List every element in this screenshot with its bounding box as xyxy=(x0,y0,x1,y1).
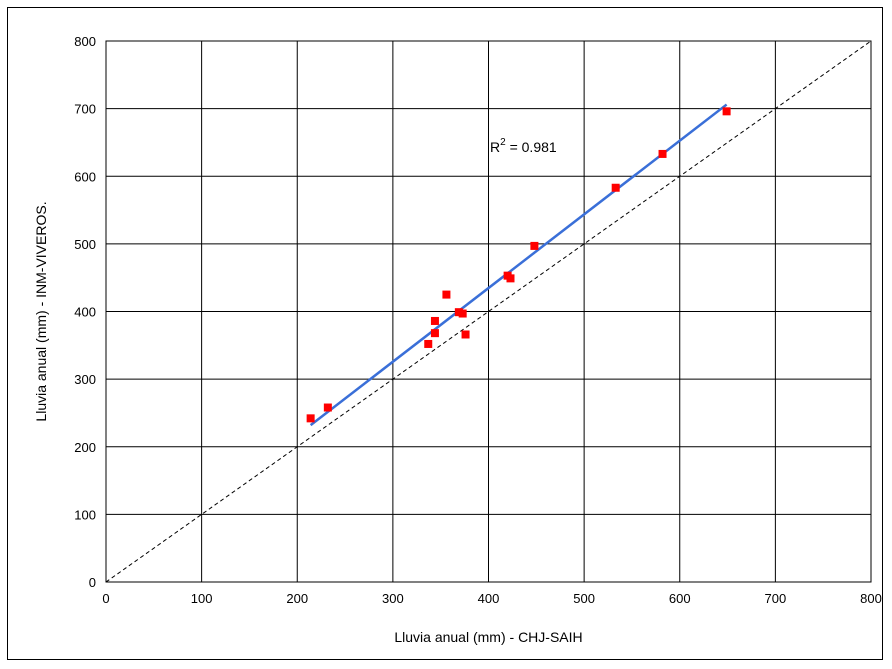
y-tick-label: 700 xyxy=(74,102,96,117)
x-tick-label: 0 xyxy=(102,591,109,606)
data-point xyxy=(458,309,467,318)
data-point xyxy=(306,414,315,423)
x-tick-label: 500 xyxy=(573,591,595,606)
data-point xyxy=(442,290,451,299)
y-tick-label: 600 xyxy=(74,169,96,184)
data-point xyxy=(611,183,620,192)
x-tick-label: 400 xyxy=(478,591,500,606)
y-tick-label: 800 xyxy=(74,34,96,49)
x-tick-label: 800 xyxy=(860,591,882,606)
y-tick-label: 200 xyxy=(74,440,96,455)
x-tick-label: 300 xyxy=(382,591,404,606)
x-tick-label: 100 xyxy=(191,591,213,606)
y-tick-label: 400 xyxy=(74,305,96,320)
trendline xyxy=(309,103,728,427)
y-tick-labels: 0 100 200 300 400 500 600 700 800 xyxy=(74,34,96,590)
data-point xyxy=(430,316,439,325)
data-point xyxy=(530,241,539,250)
chart-frame xyxy=(7,7,883,660)
x-tick-label: 200 xyxy=(286,591,308,606)
data-point xyxy=(461,330,470,339)
data-points xyxy=(306,107,731,423)
r-squared-annotation: R2 = 0.981 xyxy=(490,137,557,155)
x-tick-labels: 0 100 200 300 400 500 600 700 800 xyxy=(102,591,881,606)
x-axis-label: Lluvia anual (mm) - CHJ-SAIH xyxy=(394,629,582,645)
plot-area xyxy=(105,40,872,583)
data-point xyxy=(430,329,439,338)
y-tick-label: 300 xyxy=(74,372,96,387)
data-point xyxy=(722,107,731,116)
data-point xyxy=(658,149,667,158)
y-tick-label: 500 xyxy=(74,237,96,252)
data-point xyxy=(424,339,433,348)
y-tick-label: 0 xyxy=(89,575,96,590)
y-axis-label: Lluvia anual (mm) - INM-VIVEROS. xyxy=(33,201,49,421)
reference-line-1to1 xyxy=(105,40,872,583)
x-tick-label: 700 xyxy=(765,591,787,606)
y-tick-label: 100 xyxy=(74,507,96,522)
data-point xyxy=(323,403,332,412)
x-tick-label: 600 xyxy=(669,591,691,606)
data-point xyxy=(506,274,515,283)
